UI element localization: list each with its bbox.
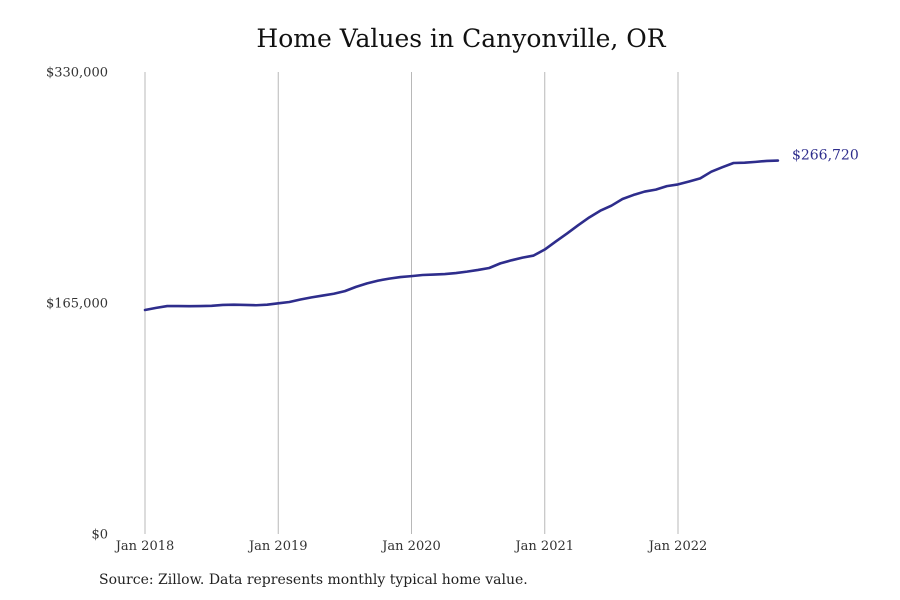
series-line <box>143 159 780 312</box>
source-note: Source: Zillow. Data represents monthly … <box>99 572 528 588</box>
series-layer <box>143 159 780 312</box>
y-tick-label: $165,000 <box>46 297 108 312</box>
y-tick-label: $330,000 <box>46 66 108 81</box>
x-tick-label: Jan 2022 <box>647 539 708 554</box>
grid-lines <box>144 72 679 534</box>
chart-title: Home Values in Canyonville, OR <box>256 24 666 53</box>
x-tick-label: Jan 2020 <box>380 539 441 554</box>
x-tick-label: Jan 2018 <box>114 539 175 554</box>
y-axis-labels: $0 $165,000 $330,000 <box>46 66 108 543</box>
y-tick-label: $0 <box>91 528 108 543</box>
last-value-label: $266,720 <box>792 148 859 164</box>
data-labels: $266,720 <box>792 148 859 164</box>
x-tick-label: Jan 2021 <box>513 539 574 554</box>
x-axis-labels: Jan 2018 Jan 2019 Jan 2020 Jan 2021 Jan 2022 <box>114 539 708 554</box>
x-tick-label: Jan 2019 <box>247 539 308 554</box>
